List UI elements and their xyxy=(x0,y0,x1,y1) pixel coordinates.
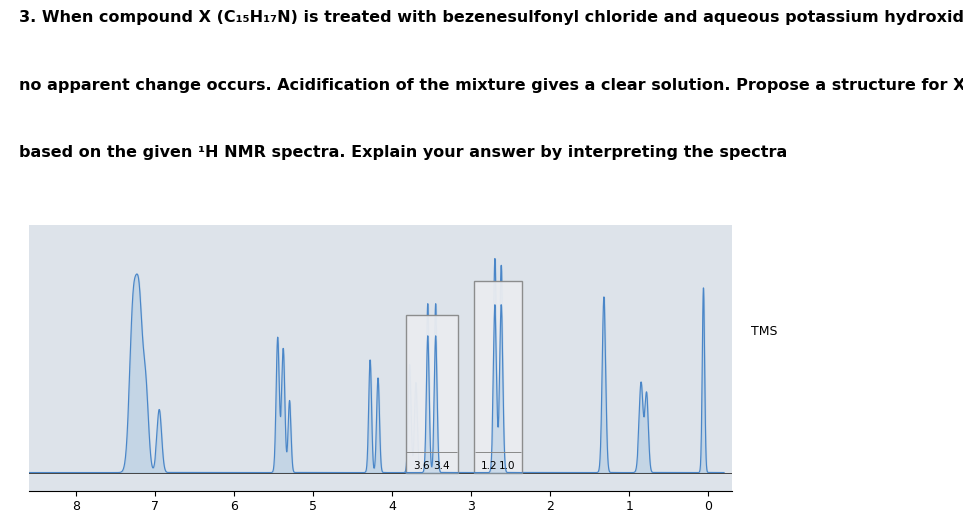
Text: 1.0: 1.0 xyxy=(499,461,515,471)
Bar xyxy=(475,281,522,473)
Text: 1.2: 1.2 xyxy=(482,461,498,471)
Text: based on the given ¹H NMR spectra. Explain your answer by interpreting the spect: based on the given ¹H NMR spectra. Expla… xyxy=(19,145,788,160)
Text: no apparent change occurs. Acidification of the mixture gives a clear solution. : no apparent change occurs. Acidification… xyxy=(19,78,963,92)
Text: 3.6: 3.6 xyxy=(413,461,430,471)
Bar xyxy=(405,315,457,473)
Text: 3.4: 3.4 xyxy=(433,461,450,471)
Text: TMS: TMS xyxy=(751,324,778,338)
Text: 3. When compound X (C₁₅H₁₇N) is treated with bezenesulfonyl chloride and aqueous: 3. When compound X (C₁₅H₁₇N) is treated … xyxy=(19,10,963,25)
